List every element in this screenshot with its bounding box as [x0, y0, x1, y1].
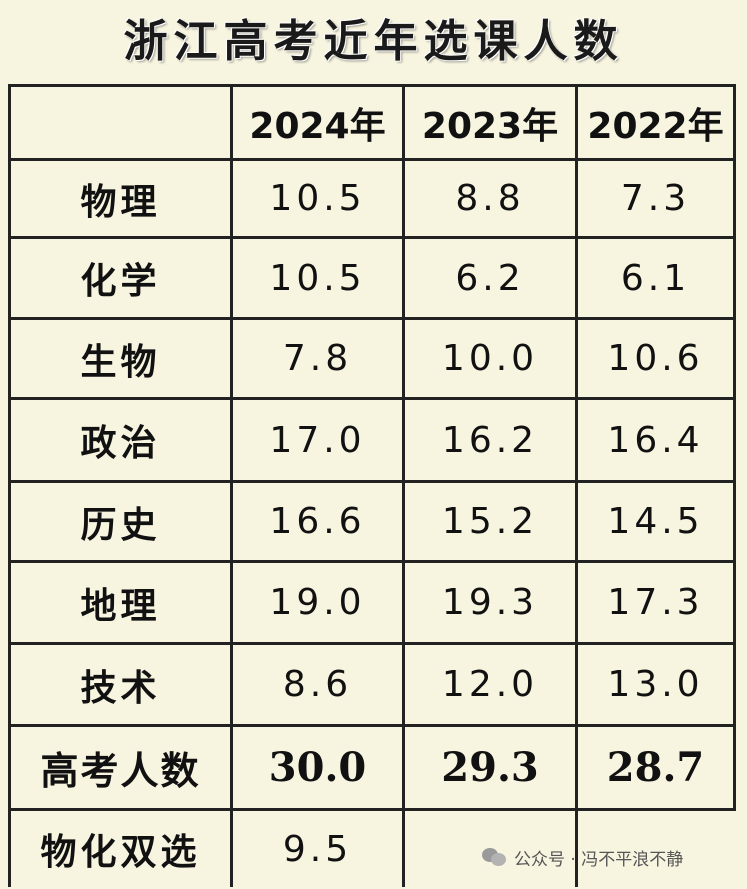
header-cell-2024: 2024年	[233, 87, 405, 158]
value-cell: 8.8	[405, 161, 578, 236]
value-cell: 28.7	[578, 727, 736, 808]
value-cell: 8.6	[233, 645, 405, 724]
value-cell: 7.8	[233, 320, 405, 397]
row-label: 地理	[11, 563, 233, 642]
value-cell: 6.1	[578, 239, 736, 317]
row-label: 历史	[11, 483, 233, 560]
row-label: 技术	[11, 645, 233, 724]
value-cell: 30.0	[233, 727, 405, 808]
value-cell: 10.6	[578, 320, 736, 397]
row-label: 化学	[11, 239, 233, 317]
header-cell-2023: 2023年	[405, 87, 578, 158]
table-title: 浙江高考近年选课人数	[123, 16, 624, 67]
value-cell: 10.5	[233, 239, 405, 317]
row-label: 物化双选	[11, 811, 233, 887]
value-cell: 19.3	[405, 563, 578, 642]
value-cell: 14.5	[578, 483, 736, 560]
watermark-text: 公众号 · 冯不平浪不静	[514, 849, 684, 870]
table-row: 技术 8.6 12.0 13.0	[11, 645, 736, 727]
value-cell: 10.5	[233, 161, 405, 236]
value-cell: 17.3	[578, 563, 736, 642]
row-label: 物理	[11, 161, 233, 236]
data-table: 2024年 2023年 2022年 物理 10.5 8.8 7.3 化学 10.…	[8, 84, 736, 887]
row-label: 生物	[11, 320, 233, 397]
value-cell: 16.4	[578, 400, 736, 480]
total-row: 高考人数 30.0 29.3 28.7	[11, 727, 736, 811]
value-cell: 9.5	[233, 811, 405, 887]
table-row: 历史 16.6 15.2 14.5	[11, 483, 736, 563]
watermark: 公众号 · 冯不平浪不静	[482, 842, 683, 872]
wechat-icon	[482, 846, 508, 868]
value-cell: 15.2	[405, 483, 578, 560]
value-cell: 12.0	[405, 645, 578, 724]
value-cell: 29.3	[405, 727, 578, 808]
table-row: 化学 10.5 6.2 6.1	[11, 239, 736, 320]
value-cell: 19.0	[233, 563, 405, 642]
value-cell: 13.0	[578, 645, 736, 724]
double-select-row: 物化双选 9.5	[11, 811, 736, 887]
table-row: 物理 10.5 8.8 7.3	[11, 161, 736, 239]
value-cell: 16.6	[233, 483, 405, 560]
table-row: 地理 19.0 19.3 17.3	[11, 563, 736, 645]
row-label: 高考人数	[11, 727, 233, 808]
value-cell: 10.0	[405, 320, 578, 397]
value-cell: 7.3	[578, 161, 736, 236]
header-cell-2022: 2022年	[578, 87, 736, 158]
value-cell: 16.2	[405, 400, 578, 480]
header-row: 2024年 2023年 2022年	[11, 87, 736, 161]
value-cell: 6.2	[405, 239, 578, 317]
value-cell	[405, 811, 578, 887]
table-row: 生物 7.8 10.0 10.6	[11, 320, 736, 400]
row-label: 政治	[11, 400, 233, 480]
value-cell: 17.0	[233, 400, 405, 480]
header-cell-empty	[11, 87, 233, 158]
table-row: 政治 17.0 16.2 16.4	[11, 400, 736, 483]
